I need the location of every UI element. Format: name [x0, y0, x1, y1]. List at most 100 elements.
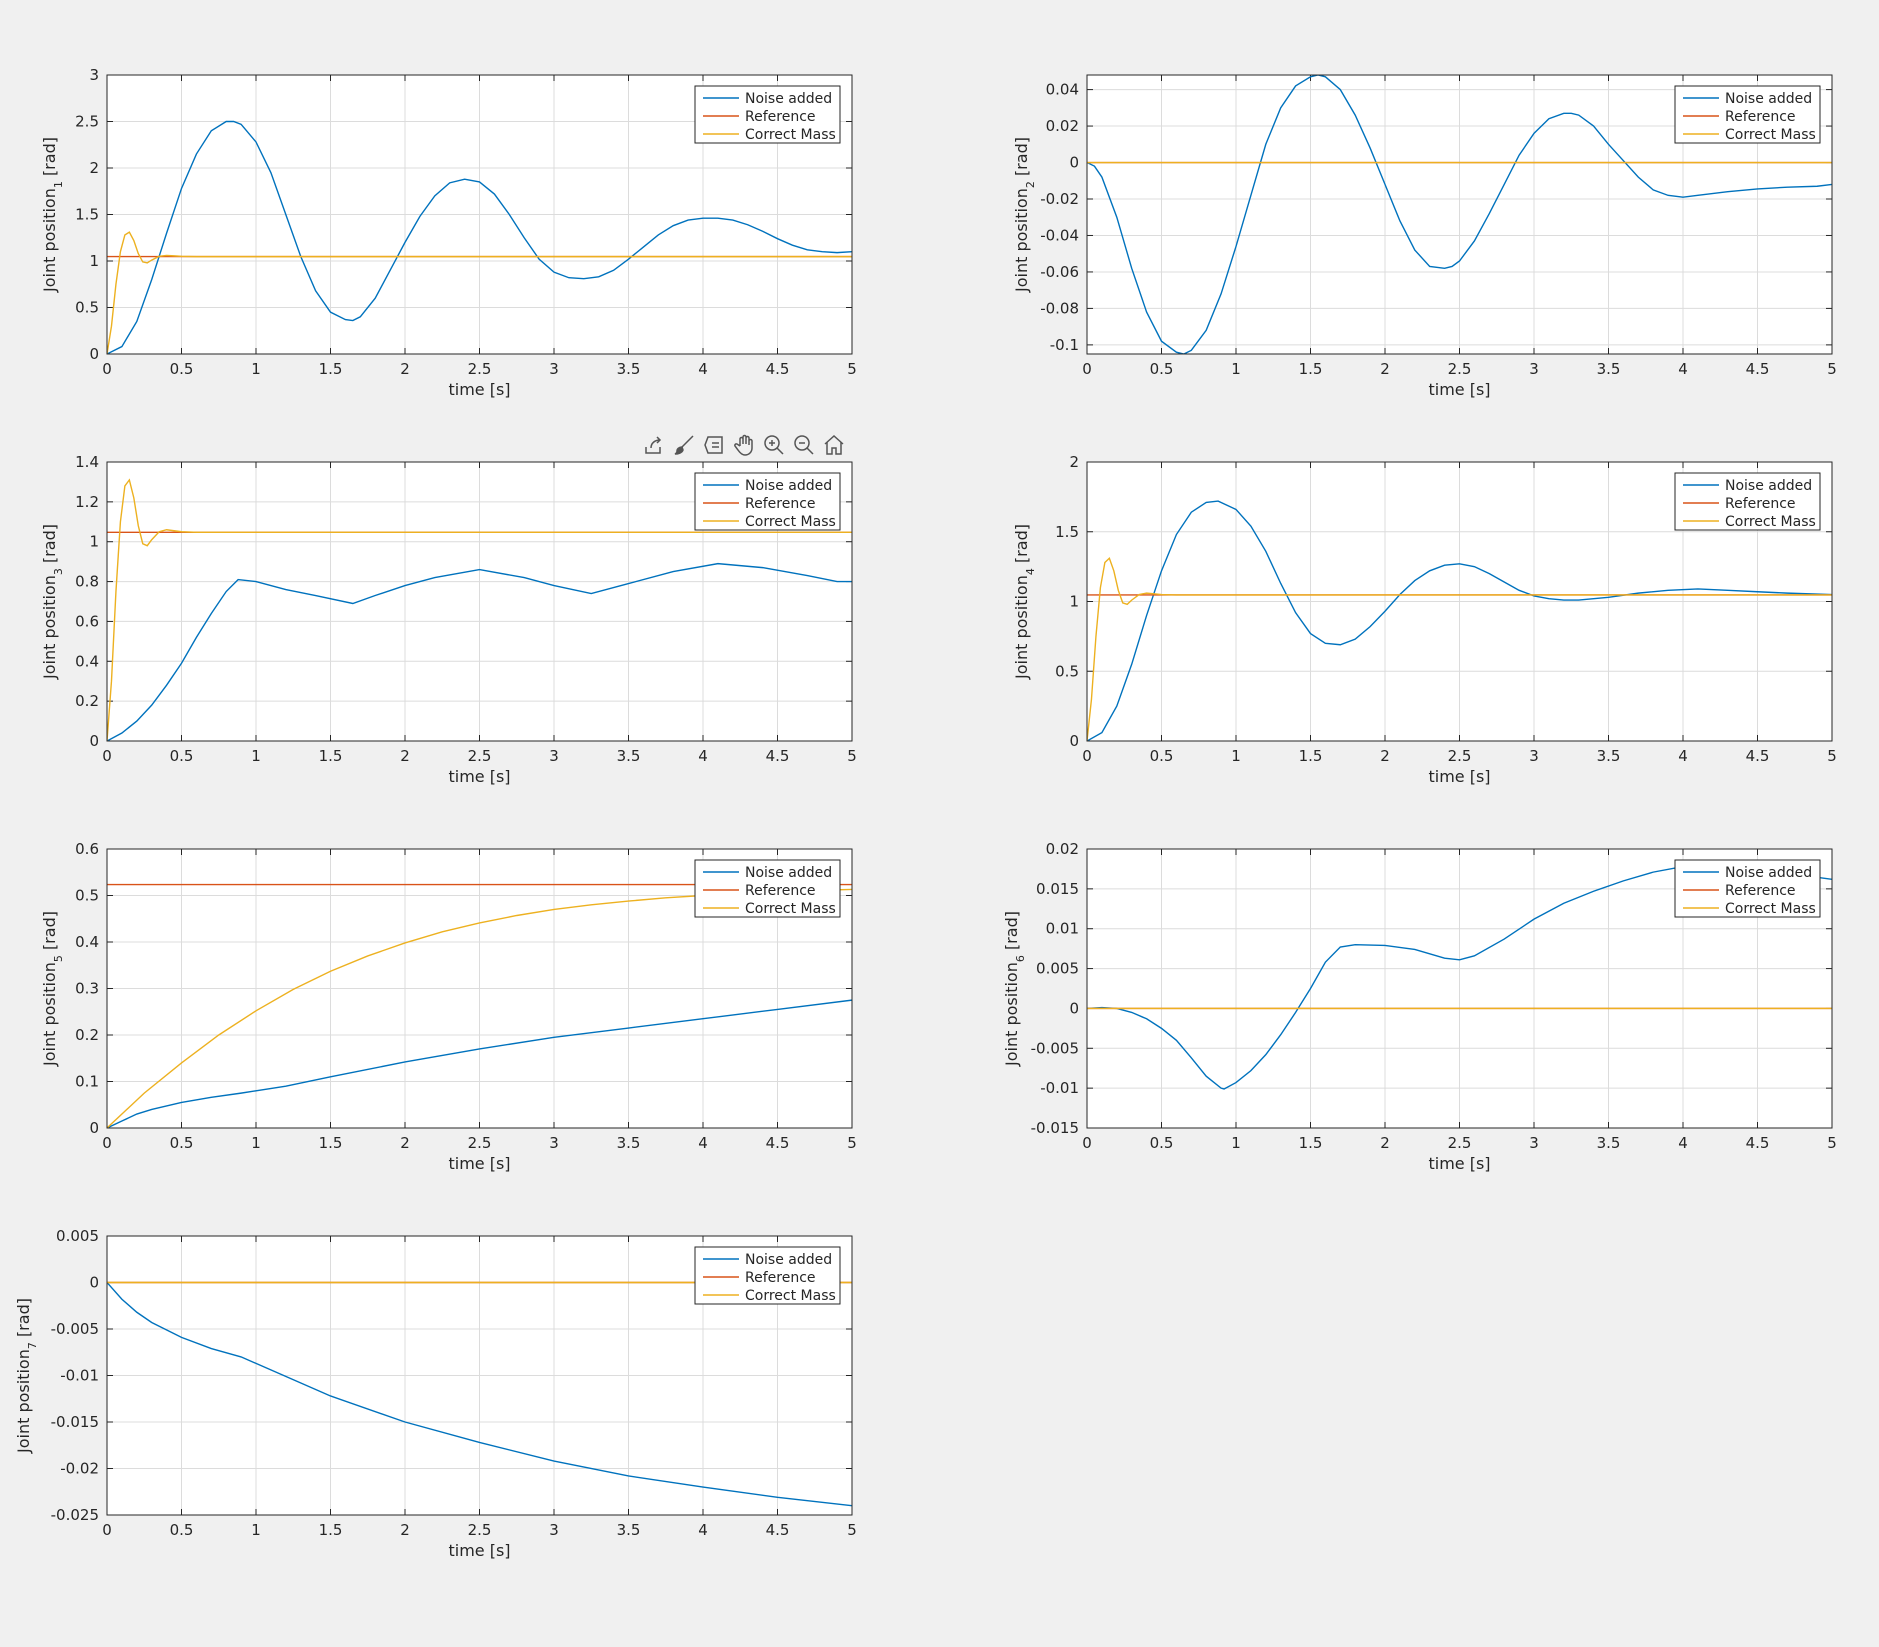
legend-entry: Reference — [745, 883, 816, 899]
y-tick-label: 2.5 — [75, 113, 99, 131]
y-tick-label: 0.4 — [75, 652, 99, 670]
x-tick-label: 3 — [549, 360, 559, 378]
y-tick-label: 1 — [1069, 593, 1079, 611]
legend[interactable]: Noise added Reference Correct Mass — [1674, 859, 1821, 918]
x-tick-label: 5 — [1827, 360, 1837, 378]
x-tick-label: 1 — [1231, 1134, 1241, 1152]
y-tick-label: 0.1 — [75, 1073, 99, 1091]
x-tick-label: 5 — [847, 1521, 857, 1539]
x-tick-label: 0 — [102, 747, 112, 765]
x-tick-label: 3.5 — [617, 1134, 641, 1152]
x-tick-label: 4.5 — [766, 1521, 790, 1539]
x-tick-label: 3.5 — [1597, 1134, 1621, 1152]
y-tick-label: 0.015 — [1036, 880, 1079, 898]
legend[interactable]: Noise added Reference Correct Mass — [694, 859, 841, 918]
x-tick-label: 1 — [251, 1134, 261, 1152]
x-tick-label: 1.5 — [1299, 360, 1323, 378]
x-tick-label: 0 — [102, 1521, 112, 1539]
y-tick-label: 0.3 — [75, 980, 99, 998]
export-button[interactable] — [640, 431, 668, 459]
x-tick-label: 1 — [251, 1521, 261, 1539]
x-tick-label: 0.5 — [170, 1521, 194, 1539]
x-tick-label: 2.5 — [468, 1521, 492, 1539]
y-tick-label: 3 — [89, 66, 99, 84]
legend[interactable]: Noise added Reference Correct Mass — [1674, 85, 1821, 144]
zoom-in-button[interactable] — [760, 431, 788, 459]
x-tick-label: 2 — [400, 360, 410, 378]
axes-box — [1086, 74, 1833, 355]
x-tick-label: 4.5 — [766, 747, 790, 765]
y-tick-label: 1.5 — [1055, 523, 1079, 541]
x-tick-label: 2 — [400, 747, 410, 765]
series-line-noise-added — [1087, 860, 1832, 1090]
y-tick-label: 0.6 — [75, 840, 99, 858]
axes-box — [1086, 848, 1833, 1129]
x-tick-label: 5 — [1827, 747, 1837, 765]
legend-entry: Noise added — [1725, 91, 1812, 107]
subplot-5[interactable]: 0 0.5 1 1.5 2 2.5 3 3.5 4 4.5 5 0 0.1 0.2 0.3 0.4 0.5 0.6… — [40, 840, 857, 1173]
subplot-4[interactable]: 0 0.5 1 1.5 2 2.5 3 3.5 4 4.5 5 0 0.5 1 1.5 2 time [s] Jo… — [1012, 453, 1837, 786]
x-tick-label: 0 — [1082, 747, 1092, 765]
legend[interactable]: Noise added Reference Correct Mass — [1674, 472, 1821, 531]
x-tick-label: 2 — [400, 1134, 410, 1152]
x-tick-label: 0 — [1082, 360, 1092, 378]
x-axis-label: time [s] — [448, 380, 510, 399]
subplot-3[interactable]: 0 0.5 1 1.5 2 2.5 3 3.5 4 4.5 5 0 0.2 0.4 0.6 0.8 1 1.2 1.… — [40, 453, 857, 786]
x-tick-label: 0 — [1082, 1134, 1092, 1152]
zoom-out-icon — [794, 435, 814, 455]
y-tick-label: 0.4 — [75, 933, 99, 951]
y-tick-label: -0.06 — [1040, 263, 1079, 281]
y-tick-label: -0.01 — [60, 1367, 99, 1385]
x-tick-label: 3.5 — [1597, 747, 1621, 765]
home-button[interactable] — [820, 431, 848, 459]
y-tick-label: 1 — [89, 252, 99, 270]
pan-icon — [734, 434, 753, 456]
legend[interactable]: Noise added Reference Correct Mass — [694, 85, 841, 144]
series-line-noise-added — [1087, 75, 1832, 354]
x-tick-label: 0 — [102, 1134, 112, 1152]
x-tick-label: 0.5 — [1150, 747, 1174, 765]
x-tick-label: 4 — [1678, 1134, 1688, 1152]
x-tick-label: 2.5 — [468, 747, 492, 765]
x-tick-label: 3 — [549, 747, 559, 765]
x-tick-label: 4 — [698, 1521, 708, 1539]
x-tick-label: 1.5 — [1299, 1134, 1323, 1152]
y-tick-label: 0.6 — [75, 612, 99, 630]
zoom-in-icon — [764, 435, 784, 455]
zoom-out-button[interactable] — [790, 431, 818, 459]
x-tick-label: 1 — [1231, 747, 1241, 765]
y-tick-label: 0 — [89, 1274, 99, 1292]
pan-button[interactable] — [730, 431, 758, 459]
x-tick-label: 1 — [251, 747, 261, 765]
y-tick-label: 0.005 — [56, 1227, 99, 1245]
subplot-6[interactable]: 0 0.5 1 1.5 2 2.5 3 3.5 4 4.5 5 -0.015 -0.01 -0.005 0 0… — [1002, 840, 1837, 1173]
x-tick-label: 2.5 — [468, 1134, 492, 1152]
y-tick-label: -0.02 — [1040, 190, 1079, 208]
datatip-button[interactable] — [700, 431, 728, 459]
datatip-icon — [704, 436, 723, 454]
brush-button[interactable] — [670, 431, 698, 459]
x-tick-label: 0.5 — [1150, 1134, 1174, 1152]
legend-entry: Correct Mass — [1725, 514, 1816, 530]
x-tick-label: 3 — [1529, 1134, 1539, 1152]
export-icon — [645, 436, 662, 454]
subplot-1[interactable]: 0 0.5 1 1.5 2 2.5 3 3.5 4 4.5 5 0 0.5 1 1.5 2 2.5 3 time [… — [40, 66, 857, 399]
legend-entry: Correct Mass — [1725, 127, 1816, 143]
y-axis-label: Joint position7 [rad] — [14, 1298, 39, 1454]
legend-entry: Correct Mass — [1725, 901, 1816, 917]
subplot-7[interactable]: 0 0.5 1 1.5 2 2.5 3 3.5 4 4.5 5 -0.025 -0.02 -0.015 -0… — [14, 1227, 857, 1560]
x-tick-label: 5 — [847, 1134, 857, 1152]
subplot-2[interactable]: 0 0.5 1 1.5 2 2.5 3 3.5 4 4.5 5 -0.1 -0.08 -0.06 -0.04… — [1012, 74, 1837, 399]
legend[interactable]: Noise added Reference Correct Mass — [694, 1246, 841, 1305]
y-tick-label: 2 — [89, 159, 99, 177]
x-tick-label: 2.5 — [1448, 360, 1472, 378]
legend-entry: Correct Mass — [745, 514, 836, 530]
x-tick-label: 2.5 — [468, 360, 492, 378]
x-tick-label: 1.5 — [319, 1134, 343, 1152]
axes-box — [106, 461, 853, 742]
y-axis-label: Joint position6 [rad] — [1002, 911, 1027, 1067]
legend[interactable]: Noise added Reference Correct Mass — [694, 472, 841, 531]
x-tick-label: 1.5 — [319, 360, 343, 378]
x-tick-label: 0.5 — [170, 360, 194, 378]
y-axis-label: Joint position3 [rad] — [40, 524, 65, 680]
